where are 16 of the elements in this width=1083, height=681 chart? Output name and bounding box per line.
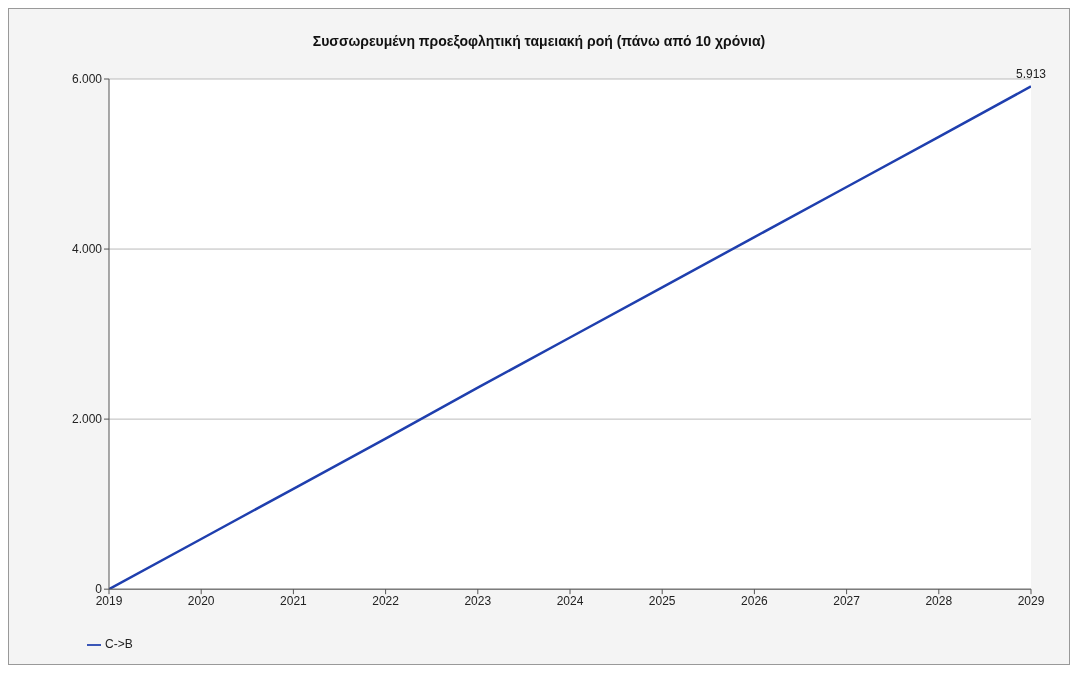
chart-title: Συσσωρευμένη προεξοφλητική ταμειακή ροή (πάνω από 10 χρόνια) (311, 33, 767, 49)
x-tick-label: 2027 (833, 593, 861, 608)
x-tick-label: 2020 (187, 593, 215, 608)
data-label: 5.913 (1015, 67, 1047, 82)
y-tick-label: 2.000 (71, 412, 103, 427)
x-tick-label: 2026 (741, 593, 769, 608)
x-tick-label: 2029 (1017, 593, 1045, 608)
x-tick-label: 2021 (280, 593, 308, 608)
x-tick-label: 2023 (464, 593, 492, 608)
x-tick-label: 2028 (925, 593, 953, 608)
x-tick-label: 2025 (648, 593, 676, 608)
x-tick-label: 2022 (372, 593, 400, 608)
legend-label: C->B (105, 637, 133, 652)
x-tick-label: 2024 (556, 593, 584, 608)
y-tick-label: 6.000 (71, 72, 103, 87)
y-tick-label: 4.000 (71, 242, 103, 257)
